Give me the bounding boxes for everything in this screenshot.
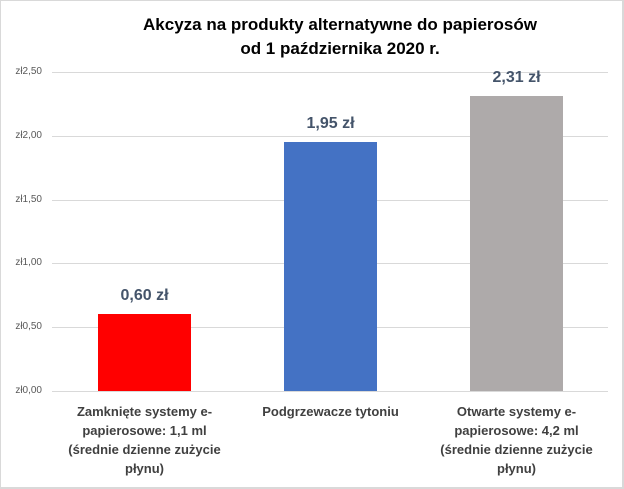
bar[interactable] [470, 96, 563, 391]
y-tick-label: zł0,50 [15, 321, 42, 332]
y-tick-label: zł1,50 [15, 194, 42, 205]
gridline [52, 72, 608, 73]
gridline [52, 136, 608, 137]
x-category-label-line: płynu) [497, 461, 536, 476]
y-tick-label: zł0,00 [15, 385, 42, 396]
chart-title-line-1: Akcyza na produkty alternatywne do papie… [143, 15, 537, 34]
gridline [52, 391, 608, 392]
y-tick-label: zł2,50 [15, 66, 42, 77]
data-label: 2,31 zł [492, 69, 541, 86]
x-category-label: Zamknięte systemy e-papierosowe: 1,1 ml (… [52, 402, 238, 478]
data-label: 1,95 zł [306, 115, 355, 132]
chart-title-line-2: od 1 października 2020 r. [240, 39, 440, 58]
bar[interactable] [284, 142, 377, 391]
x-category-label-line: Otwarte systemy e- [456, 404, 577, 419]
x-category-label-line: papierosowe: 1,1 ml [82, 423, 207, 438]
data-label: 0,60 zł [120, 287, 169, 304]
x-category-label-line: Zamknięte systemy e- [76, 404, 213, 419]
x-category-label-line: papierosowe: 4,2 ml [454, 423, 579, 438]
x-category-label-line: (średnie dzienne zużycie [68, 442, 221, 457]
x-category-label-line: (średnie dzienne zużycie [440, 442, 593, 457]
x-category-label: Otwarte systemy e-papierosowe: 4,2 ml (śr… [424, 402, 610, 478]
x-category-label-line: Podgrzewacze tytoniu [262, 404, 399, 419]
bar[interactable] [98, 314, 191, 391]
y-tick-label: zł1,00 [15, 257, 42, 268]
chart-title: Akcyza na produkty alternatywne do papie… [60, 13, 620, 61]
y-tick-label: zł2,00 [15, 130, 42, 141]
x-category-label: Podgrzewacze tytoniu [238, 402, 424, 421]
x-category-label-line: płynu) [125, 461, 164, 476]
